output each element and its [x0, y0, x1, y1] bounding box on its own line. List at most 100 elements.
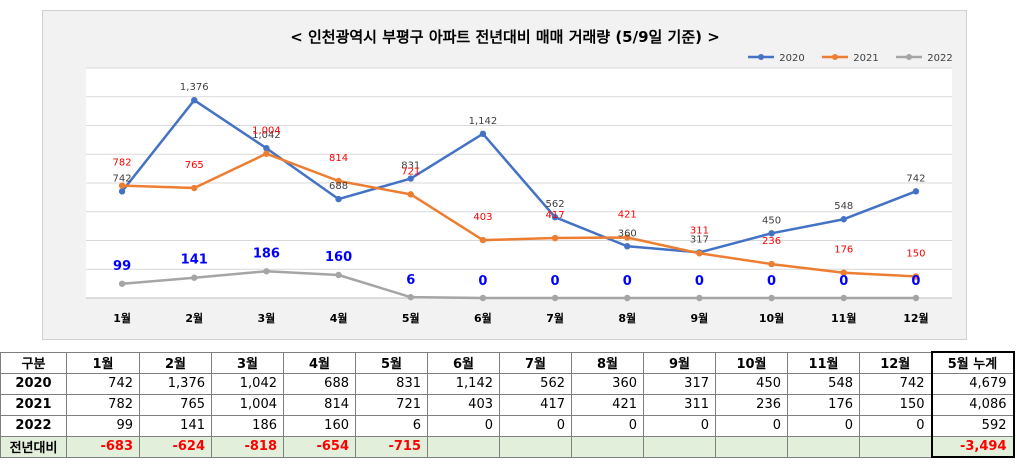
diff-cell: -654	[283, 435, 356, 458]
table-cell: 1,142	[427, 372, 500, 395]
data-point-2022	[696, 294, 703, 302]
data-point-2020	[335, 195, 342, 203]
data-label-2021: 150	[906, 248, 925, 259]
data-label-2020: 562	[546, 199, 565, 210]
diff-cell	[571, 435, 644, 458]
x-tick-label: 8월	[618, 311, 636, 325]
diff-cell: -683	[66, 435, 140, 458]
data-point-2020	[191, 97, 198, 104]
data-point-2021	[191, 184, 198, 192]
data-point-2022	[407, 293, 414, 301]
data-label-2021: 236	[762, 236, 781, 247]
table-cell: 421	[571, 393, 644, 416]
table-header-cell: 5월 누계	[930, 351, 1015, 374]
data-table: 구분 1월 2월 3월 4월 5월 6월 7월 8월 9월 10월 11월 12월 5월 누계 2020 74…	[0, 351, 1015, 458]
table-cell: 99	[66, 414, 140, 437]
data-label-2020: 548	[834, 201, 853, 212]
data-point-2021	[479, 236, 487, 244]
data-label-2022: 0	[623, 274, 632, 289]
table-header-cell: 1월	[66, 351, 140, 374]
x-tick-label: 12월	[903, 311, 928, 325]
x-tick-label: 3월	[258, 311, 276, 325]
table-header-cell: 9월	[643, 351, 716, 374]
data-label-2021: 403	[473, 212, 492, 223]
table-row: 2022 99 141 186 160 6 0 0 0 0 0 0 0 592	[0, 414, 1015, 437]
data-label-2021: 765	[185, 160, 204, 171]
table-cell: 742	[66, 372, 140, 395]
legend-marker-2020	[758, 54, 764, 60]
data-label-2020: 742	[113, 173, 132, 184]
diff-total-cell: -3,494	[930, 435, 1015, 458]
data-point-2022	[912, 294, 920, 302]
table-cell: 742	[859, 372, 932, 395]
data-label-2022: 141	[181, 253, 208, 268]
data-label-2021: 1,004	[252, 126, 281, 137]
data-label-2020: 688	[329, 181, 348, 192]
data-point-2022	[335, 271, 342, 279]
row-label: 2020	[0, 372, 67, 395]
table-cell: 317	[643, 372, 716, 395]
legend-label-2021: 2021	[853, 53, 878, 64]
table-cell: 721	[355, 393, 428, 416]
diff-cell	[859, 435, 932, 458]
data-point-2022	[551, 294, 559, 302]
diff-cell	[715, 435, 788, 458]
data-point-2021	[912, 273, 920, 280]
table-cell: 1,042	[211, 372, 284, 395]
data-label-2020: 1,042	[252, 130, 281, 141]
data-label-2020: 317	[690, 234, 709, 245]
table-cell: 150	[859, 393, 932, 416]
table-cell: 0	[499, 414, 572, 437]
data-label-2022: 0	[695, 274, 704, 289]
table-header-cell: 4월	[283, 351, 356, 374]
data-label-2022: 0	[551, 274, 560, 289]
table-cell: 0	[643, 414, 716, 437]
data-point-2022	[624, 294, 631, 302]
table-header-cell: 5월	[355, 351, 428, 374]
legend-label-2022: 2022	[927, 53, 952, 64]
data-label-2022: 0	[911, 274, 920, 289]
x-tick-label: 2월	[185, 311, 203, 325]
total-cell: 4,086	[930, 393, 1015, 416]
data-label-2021: 721	[401, 166, 420, 177]
table-header-cell: 11월	[787, 351, 860, 374]
table-header-row: 구분 1월 2월 3월 4월 5월 6월 7월 8월 9월 10월 11월 12월 5월 누계	[0, 351, 1015, 374]
data-point-2021	[263, 150, 270, 157]
data-label-2022: 6	[406, 273, 415, 288]
data-point-2020	[768, 230, 775, 237]
table-cell: 141	[139, 414, 212, 437]
table-cell: 1,004	[211, 393, 284, 416]
data-label-2020: 360	[618, 228, 637, 239]
data-point-2021	[407, 191, 414, 198]
table-row: 2020 742 1,376 1,042 688 831 1,142 562 360 317 450…	[0, 372, 1015, 395]
data-label-2022: 0	[767, 274, 776, 289]
table-cell: 417	[499, 393, 572, 416]
data-point-2020	[840, 216, 847, 223]
legend-label-2020: 2020	[779, 53, 804, 64]
table-cell: 0	[427, 414, 500, 437]
table-cell: 176	[787, 393, 860, 416]
table-header-cell: 3월	[211, 351, 284, 374]
data-point-2022	[263, 268, 270, 275]
data-point-2020	[407, 175, 414, 182]
data-label-2022: 0	[839, 274, 848, 289]
series-line-2021	[122, 152, 916, 278]
series-line-2020	[121, 98, 917, 254]
data-point-2020	[912, 188, 920, 195]
data-point-2022	[118, 280, 126, 287]
table-cell: 450	[715, 372, 788, 395]
data-label-2022: 0	[478, 274, 487, 289]
table-header-cell: 7월	[499, 351, 572, 374]
x-tick-label: 7월	[546, 311, 564, 325]
data-label-2020: 1,376	[180, 82, 209, 93]
table-header-cell: 10월	[715, 351, 788, 374]
table-cell: 160	[283, 414, 356, 437]
table-cell: 688	[283, 372, 356, 395]
data-label-2021: 417	[546, 210, 565, 221]
diff-cell	[643, 435, 716, 458]
data-point-2021	[118, 182, 126, 189]
data-point-2021	[551, 234, 559, 242]
chart-title: < 인천광역시 부평구 아파트 전년대비 매매 거래량 (5/9일 기준) >	[290, 28, 720, 46]
diff-cell	[499, 435, 572, 458]
data-label-2022: 186	[253, 246, 280, 261]
